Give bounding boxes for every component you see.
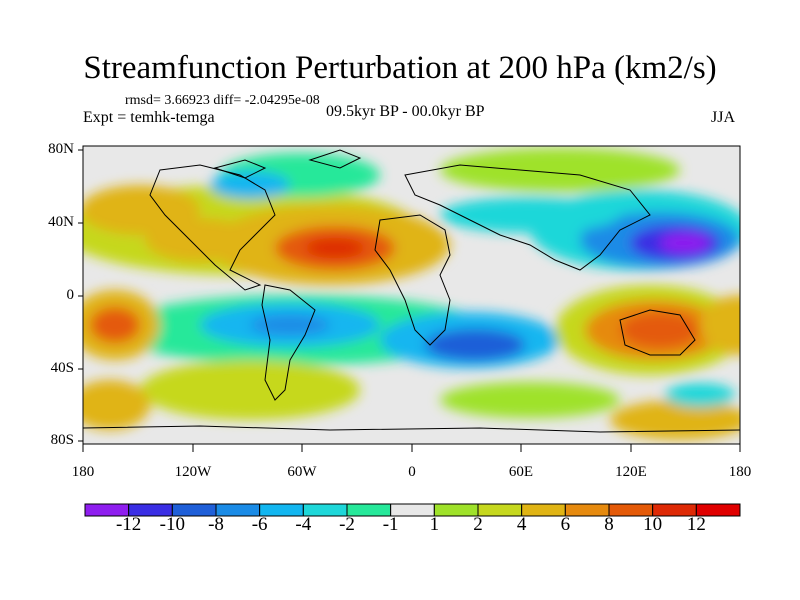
season-label: JJA xyxy=(711,109,736,126)
coastlines xyxy=(83,149,740,433)
stats-label: rmsd= 3.66923 diff= -2.04295e-08 xyxy=(125,93,320,108)
colorbar-label: -12 xyxy=(115,514,142,535)
axis-ticks xyxy=(78,149,741,452)
colorbar-label: 2 xyxy=(473,514,483,535)
anomaly-shading xyxy=(83,148,740,440)
colorbar-label: -2 xyxy=(339,514,355,535)
map-title: Streamfunction Perturbation at 200 hPa (… xyxy=(83,50,717,86)
period-label: 09.5kyr BP - 00.0kyr BP xyxy=(326,103,485,120)
lat-tick-label: 80S xyxy=(50,432,74,448)
lon-tick-label: 180 xyxy=(71,464,95,480)
lon-tick-label: 120W xyxy=(174,464,212,480)
colorbar-label: -1 xyxy=(382,514,399,535)
lon-tick-label: 180 xyxy=(728,464,752,480)
colorbar-label: -8 xyxy=(208,514,224,535)
lon-tick-label: 60W xyxy=(287,464,317,480)
colorbar-label: 8 xyxy=(604,514,614,535)
colorbar-label: -10 xyxy=(159,514,185,535)
colorbar-label: 4 xyxy=(516,514,527,535)
lon-tick-label: 120E xyxy=(615,464,647,480)
colorbar-box xyxy=(695,503,741,517)
colorbar-label: 1 xyxy=(429,514,440,535)
colorbar-label: 12 xyxy=(686,514,706,535)
lon-tick-label: 60E xyxy=(508,464,534,480)
lat-tick-label: 40N xyxy=(48,214,74,230)
lat-tick-label: 0 xyxy=(66,287,75,303)
colorbar-label: 6 xyxy=(560,514,571,535)
colorbar-label: -6 xyxy=(251,514,268,535)
lat-tick-label: 80N xyxy=(48,141,74,157)
experiment-label: Expt = temhk-temga xyxy=(83,109,215,126)
colorbar-label: 10 xyxy=(643,514,663,535)
colorbar-label: -4 xyxy=(295,514,312,535)
lon-tick-label: 0 xyxy=(408,464,416,480)
lat-tick-label: 40S xyxy=(50,360,74,376)
